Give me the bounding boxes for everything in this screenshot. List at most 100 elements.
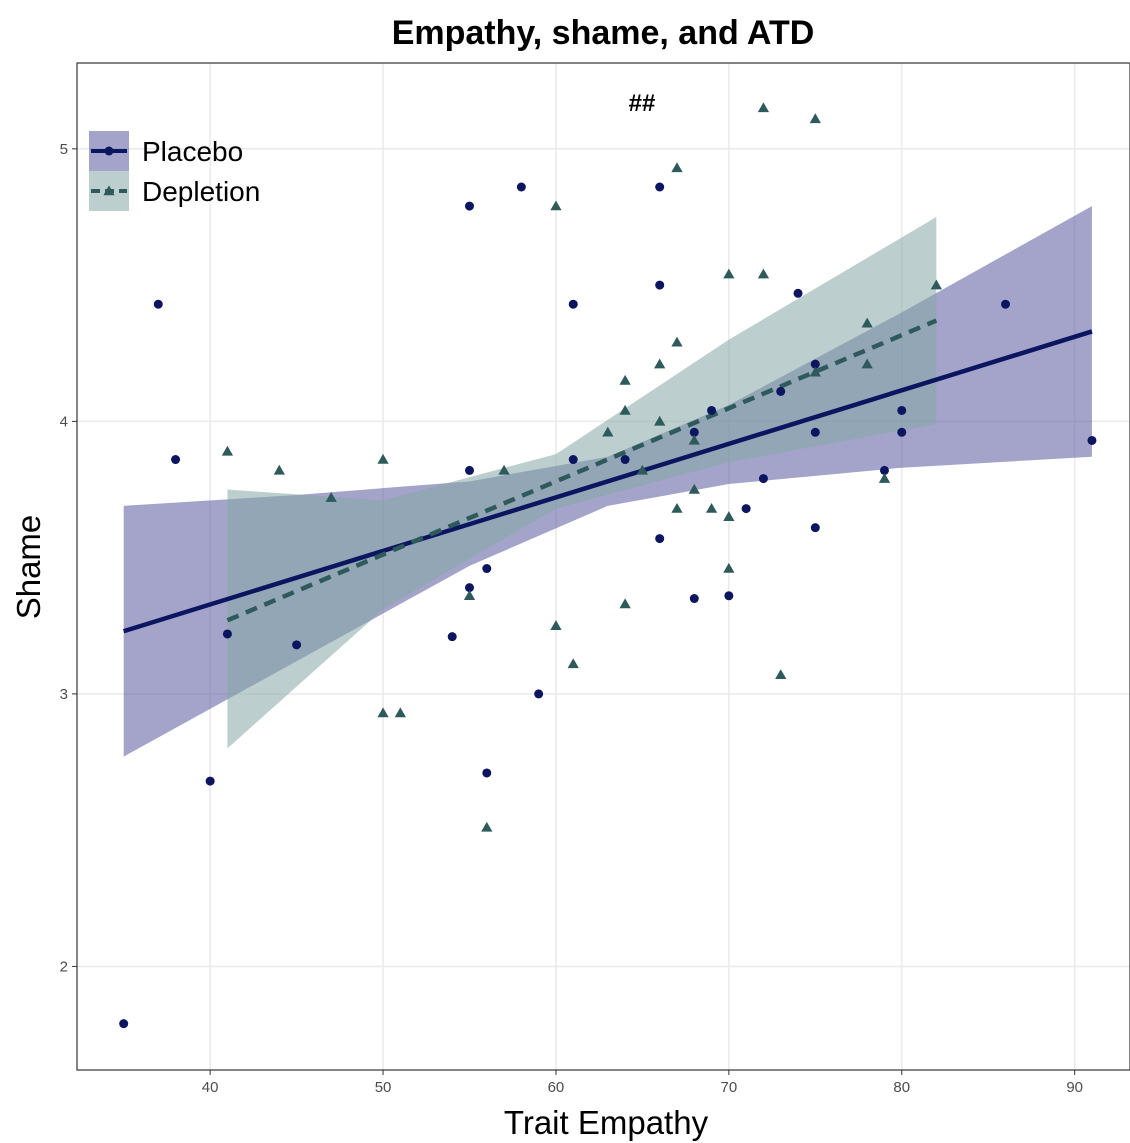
point [394, 707, 406, 718]
point [724, 591, 734, 601]
point [636, 464, 649, 475]
x-tick-label: 40 [202, 1079, 219, 1096]
point [481, 821, 493, 832]
legend-label: Depletion [142, 176, 260, 207]
legend-marker [103, 185, 115, 196]
plot-border [76, 62, 1130, 1071]
point [809, 366, 821, 377]
point [325, 492, 337, 502]
x-tick-label: 50 [375, 1079, 392, 1096]
point [775, 669, 787, 680]
fit-line [226, 318, 938, 623]
point [171, 455, 181, 465]
point [498, 464, 510, 475]
point [568, 455, 578, 465]
point [119, 1019, 129, 1029]
fit-line [123, 329, 1093, 634]
point [723, 511, 735, 521]
point [776, 386, 786, 396]
point [689, 594, 699, 604]
x-tick-label: 60 [548, 1079, 565, 1096]
point [602, 426, 614, 437]
point [655, 534, 665, 544]
annotation: ## [629, 90, 656, 117]
point [221, 445, 234, 456]
point [705, 502, 718, 513]
point [741, 504, 751, 514]
point [809, 113, 821, 124]
legend: Placebo Depletion [89, 131, 260, 211]
point [689, 427, 699, 437]
point [861, 358, 873, 369]
point [482, 768, 492, 778]
point [707, 405, 717, 415]
point [568, 299, 578, 309]
point [447, 632, 457, 642]
point [620, 455, 630, 465]
point [671, 162, 683, 173]
point [671, 502, 683, 513]
point [619, 404, 631, 415]
point [688, 483, 700, 494]
x-axis-label: Trait Empathy [504, 1104, 709, 1141]
point [758, 474, 768, 484]
point [654, 358, 666, 369]
y-axis-label: Shame [10, 515, 47, 620]
point [671, 336, 683, 347]
x-tick-label: 70 [721, 1079, 738, 1096]
point [878, 472, 891, 483]
point [723, 562, 735, 573]
point [810, 523, 820, 533]
point [567, 658, 579, 669]
point [205, 776, 215, 786]
point [930, 279, 942, 290]
point [757, 268, 770, 279]
point [482, 564, 492, 574]
point [810, 359, 820, 369]
point [879, 465, 889, 475]
point [464, 465, 474, 475]
point [377, 707, 389, 718]
legend-marker [104, 146, 114, 156]
point [723, 268, 735, 279]
point [1087, 435, 1097, 445]
point [463, 590, 476, 601]
point [655, 280, 665, 290]
point [292, 640, 302, 650]
point [897, 427, 907, 437]
point [534, 689, 544, 699]
x-tick-label: 80 [893, 1079, 910, 1096]
point [153, 299, 163, 309]
point [757, 102, 770, 113]
point [688, 434, 700, 445]
y-tick-label: 5 [60, 141, 68, 158]
fit-lines [123, 318, 1093, 634]
point [810, 427, 820, 437]
point [550, 200, 562, 211]
point [793, 288, 803, 298]
point [861, 317, 873, 328]
x-tick-label: 90 [1066, 1079, 1083, 1096]
y-tick-label: 4 [60, 413, 68, 430]
y-tick-label: 2 [60, 958, 68, 975]
legend-label: Placebo [142, 136, 243, 167]
points [119, 102, 1097, 1029]
point [516, 182, 526, 192]
point [654, 415, 666, 426]
axes: 40 50 60 70 80 90 2 3 4 5 [60, 141, 1083, 1096]
confidence-band [227, 216, 937, 749]
point [273, 464, 285, 475]
point [222, 629, 232, 639]
point [619, 598, 631, 609]
point [655, 182, 665, 192]
y-tick-label: 3 [60, 686, 68, 703]
point [619, 374, 631, 385]
point [550, 620, 562, 630]
point [464, 583, 474, 593]
point [1001, 299, 1011, 309]
point [464, 201, 474, 211]
point [897, 405, 907, 415]
chart-title: Empathy, shame, and ATD [392, 14, 815, 52]
point [377, 453, 389, 464]
